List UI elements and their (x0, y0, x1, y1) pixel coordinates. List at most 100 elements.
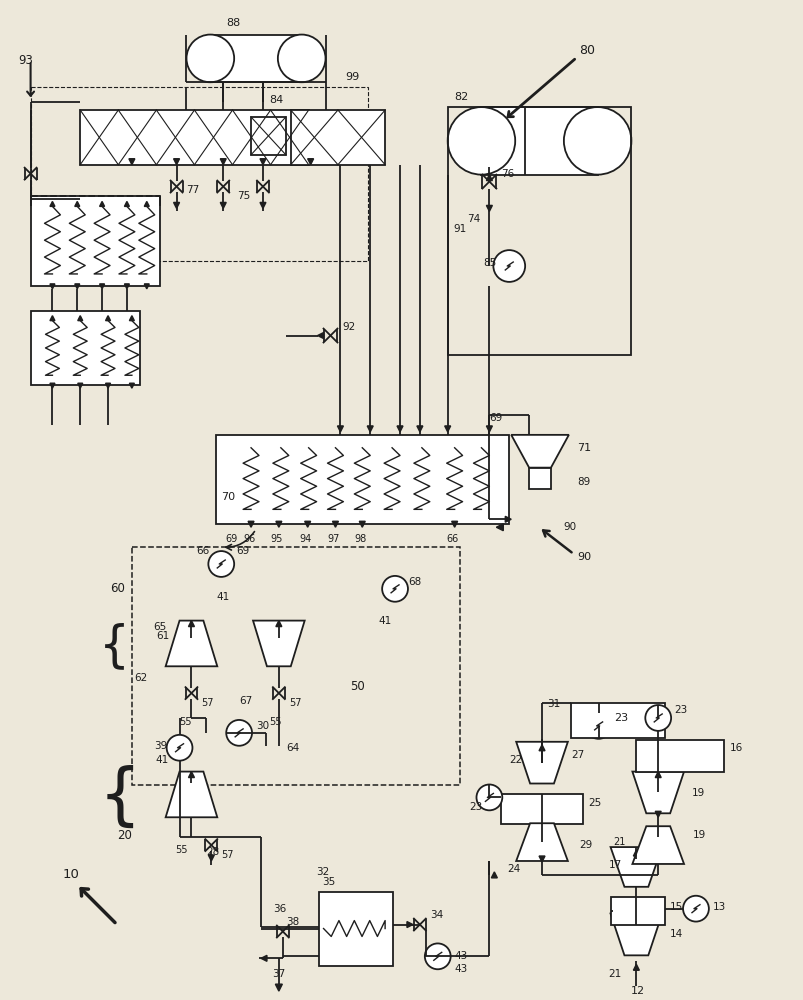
Text: 55: 55 (175, 845, 188, 855)
Text: 27: 27 (570, 750, 583, 760)
Polygon shape (188, 621, 194, 627)
Polygon shape (633, 964, 638, 970)
Text: 31: 31 (546, 699, 560, 709)
Text: 29: 29 (578, 840, 591, 850)
Polygon shape (78, 316, 83, 321)
Polygon shape (486, 426, 491, 432)
Bar (570, 703, 664, 738)
Polygon shape (50, 316, 55, 321)
Bar (210, 35, 301, 82)
Text: 23: 23 (673, 705, 687, 715)
Circle shape (493, 250, 524, 282)
Text: 21: 21 (613, 837, 625, 847)
Text: 91: 91 (453, 224, 467, 234)
Circle shape (424, 943, 450, 969)
Bar (291, 110, 385, 165)
Polygon shape (609, 847, 662, 887)
Polygon shape (75, 201, 79, 206)
Text: 94: 94 (300, 534, 312, 544)
Text: 39: 39 (153, 741, 167, 751)
Text: 82: 82 (454, 92, 468, 102)
Text: 89: 89 (576, 477, 589, 487)
Circle shape (381, 576, 407, 602)
Polygon shape (275, 521, 282, 527)
Text: 19: 19 (691, 788, 704, 798)
Ellipse shape (278, 35, 325, 82)
Polygon shape (124, 201, 129, 206)
Text: 96: 96 (243, 534, 255, 544)
Polygon shape (538, 745, 544, 751)
Polygon shape (632, 772, 683, 813)
Text: 41: 41 (377, 616, 391, 626)
Circle shape (645, 705, 671, 731)
Text: 66: 66 (196, 546, 210, 556)
Text: {: { (99, 622, 129, 670)
Text: {: { (99, 764, 141, 830)
Polygon shape (337, 426, 343, 432)
Text: 24: 24 (507, 864, 520, 874)
Text: 12: 12 (630, 986, 644, 996)
Text: 98: 98 (354, 534, 366, 544)
Text: 92: 92 (342, 322, 355, 332)
Polygon shape (367, 426, 373, 432)
Text: 30: 30 (255, 721, 269, 731)
Text: 55: 55 (179, 717, 192, 727)
Text: 61: 61 (157, 631, 169, 641)
Text: 38: 38 (285, 917, 299, 927)
Text: 41: 41 (216, 592, 230, 602)
Bar (31, 87, 368, 261)
Polygon shape (275, 621, 282, 627)
Polygon shape (173, 202, 179, 208)
Text: 50: 50 (350, 680, 365, 693)
Text: 90: 90 (563, 522, 577, 532)
Polygon shape (491, 872, 497, 878)
Text: 34: 34 (430, 910, 442, 920)
Text: 28: 28 (206, 847, 219, 857)
Text: 88: 88 (226, 18, 240, 28)
Text: 90: 90 (576, 552, 590, 562)
Polygon shape (208, 855, 214, 861)
Text: 69: 69 (225, 534, 237, 544)
Text: 22: 22 (508, 755, 522, 765)
Text: 25: 25 (588, 798, 601, 808)
Text: 97: 97 (327, 534, 339, 544)
Circle shape (226, 720, 251, 746)
Ellipse shape (186, 35, 234, 82)
Polygon shape (220, 202, 226, 208)
Text: 21: 21 (608, 969, 621, 979)
Polygon shape (128, 159, 135, 165)
Polygon shape (105, 383, 110, 388)
Polygon shape (220, 96, 226, 102)
Polygon shape (444, 426, 450, 432)
Polygon shape (259, 96, 266, 102)
Text: 20: 20 (117, 829, 132, 842)
Text: 15: 15 (670, 902, 683, 912)
Polygon shape (173, 159, 179, 165)
Polygon shape (406, 922, 413, 928)
Polygon shape (50, 284, 55, 289)
Text: 69: 69 (236, 546, 249, 556)
Polygon shape (129, 316, 134, 321)
Text: 69: 69 (489, 413, 502, 423)
Text: 57: 57 (221, 850, 234, 860)
Text: 99: 99 (345, 72, 359, 82)
Polygon shape (654, 772, 660, 778)
Text: 17: 17 (608, 860, 621, 870)
Polygon shape (609, 914, 662, 955)
Text: 32: 32 (316, 867, 329, 877)
Polygon shape (75, 284, 79, 289)
Text: 43: 43 (454, 951, 467, 961)
Bar (31, 196, 160, 286)
Bar (636, 740, 723, 772)
Polygon shape (359, 521, 365, 527)
Bar (447, 107, 630, 355)
Text: 14: 14 (670, 929, 683, 939)
Ellipse shape (447, 107, 515, 175)
Bar (318, 892, 393, 966)
Polygon shape (165, 621, 217, 666)
Text: 68: 68 (407, 577, 421, 587)
Polygon shape (538, 856, 544, 862)
Polygon shape (105, 316, 110, 321)
Polygon shape (654, 811, 660, 817)
Text: 70: 70 (221, 492, 235, 502)
